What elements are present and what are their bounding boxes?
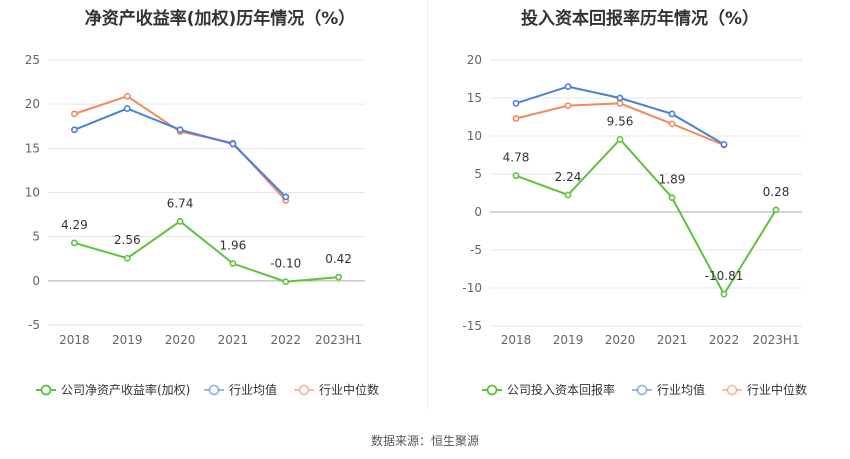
roic-data-point xyxy=(616,99,624,107)
roe-y-tick-label: 20 xyxy=(25,97,40,111)
roe-x-tick-label: 2021 xyxy=(218,333,249,347)
roic-x-tick-label: 2020 xyxy=(605,333,636,347)
roe-y-tick-label: 10 xyxy=(25,186,40,200)
roic-legend-marker-icon[interactable] xyxy=(486,384,498,396)
roe-data-point xyxy=(71,239,78,247)
roe-data-label: 1.96 xyxy=(220,239,247,253)
roic-x-tick-label: 2023H1 xyxy=(752,333,799,347)
roe-data-point xyxy=(282,278,290,286)
roe-x-tick-label: 2019 xyxy=(112,333,143,347)
roe-x-tick-label: 2020 xyxy=(165,333,196,347)
roe-x-tick-label: 2018 xyxy=(59,333,90,347)
roe-data-label: 0.42 xyxy=(325,252,352,266)
roic-data-point xyxy=(512,115,520,122)
roic-legend-marker-icon[interactable] xyxy=(636,384,648,396)
roe-legend-marker-icon[interactable] xyxy=(40,384,52,396)
roe-data-point xyxy=(282,193,290,201)
roe-data-label: 4.29 xyxy=(61,218,88,232)
roe-x-tick-label: 2023H1 xyxy=(315,333,362,347)
roic-data-point xyxy=(668,194,676,202)
roe-data-point xyxy=(123,254,131,262)
roic-data-label: -10.81 xyxy=(705,269,744,283)
roic-data-label: 0.28 xyxy=(763,185,790,199)
roic-legend-label[interactable]: 公司投入资本回报率 xyxy=(507,382,615,397)
roe-legend-marker-icon[interactable] xyxy=(208,384,220,396)
roe-y-tick-label: 25 xyxy=(25,53,40,67)
roic-data-point xyxy=(772,206,780,214)
roe-legend-label[interactable]: 行业均值 xyxy=(229,382,277,397)
roic-data-point xyxy=(564,102,572,109)
roe-y-tick-label: -5 xyxy=(28,318,40,332)
roic-data-point xyxy=(512,172,520,180)
roe-legend-label[interactable]: 行业中位数 xyxy=(319,382,379,397)
roic-data-point xyxy=(720,140,728,148)
roe-legend-label[interactable]: 公司净资产收益率(加权) xyxy=(61,382,190,397)
roe-data-point xyxy=(123,105,131,112)
roic-data-point xyxy=(564,191,572,199)
roe-data-label: -0.10 xyxy=(270,257,301,271)
roe-x-tick-label: 2022 xyxy=(270,333,301,347)
roic-y-tick-label: 5 xyxy=(474,167,482,181)
roe-data-point xyxy=(176,217,184,225)
chart-title-roic: 投入资本回报率历年情况（%） xyxy=(520,9,760,29)
roic-data-point xyxy=(564,83,572,90)
roe-data-point xyxy=(71,110,78,118)
roic-x-tick-label: 2019 xyxy=(553,333,584,347)
roic-y-tick-label: 10 xyxy=(467,129,482,143)
roe-data-point xyxy=(176,126,184,134)
roe-data-label: 6.74 xyxy=(167,196,194,210)
roe-data-point xyxy=(229,140,237,148)
roic-data-point xyxy=(616,94,624,102)
roic-data-label: 9.56 xyxy=(607,114,634,128)
roe-data-label: 2.56 xyxy=(114,233,141,247)
roic-series-line-0 xyxy=(515,137,777,297)
panel-divider xyxy=(427,0,428,410)
roic-data-label: 1.89 xyxy=(659,173,686,187)
roic-y-tick-label: -10 xyxy=(462,281,482,295)
roic-x-tick-label: 2021 xyxy=(657,333,688,347)
data-source-value: 恒生聚源 xyxy=(431,434,480,448)
roe-y-tick-label: 0 xyxy=(32,274,40,288)
roe-data-point xyxy=(123,92,131,100)
roe-y-tick-label: 5 xyxy=(32,230,40,244)
roe-legend-marker-icon[interactable] xyxy=(298,384,310,396)
roic-data-point xyxy=(512,99,520,107)
roe-series-line-0 xyxy=(74,220,339,283)
roic-data-point xyxy=(720,290,728,298)
roic-legend-marker-icon[interactable] xyxy=(726,384,738,396)
roic-x-tick-label: 2022 xyxy=(709,333,740,347)
roic-y-tick-label: -5 xyxy=(470,243,482,257)
data-source-label: 数据来源： xyxy=(370,434,431,448)
roe-y-tick-label: 15 xyxy=(25,141,40,155)
roic-legend-label[interactable]: 行业中位数 xyxy=(747,382,807,397)
roic-y-tick-label: 0 xyxy=(474,205,482,219)
roe-data-point xyxy=(229,260,237,267)
data-source: 数据来源：恒生聚源 xyxy=(0,432,850,449)
roic-data-label: 2.24 xyxy=(555,170,582,184)
roic-data-label: 4.78 xyxy=(503,151,530,165)
roic-x-tick-label: 2018 xyxy=(501,333,532,347)
roe-data-point xyxy=(71,126,78,134)
roe-data-point xyxy=(335,273,342,281)
roic-y-tick-label: -15 xyxy=(462,319,482,333)
roic-data-point xyxy=(616,135,624,143)
roic-legend-label[interactable]: 行业均值 xyxy=(657,382,705,397)
roic-data-point xyxy=(668,110,676,118)
roic-y-tick-label: 20 xyxy=(467,53,482,67)
roic-data-point xyxy=(668,120,676,128)
roic-y-tick-label: 15 xyxy=(467,91,482,105)
chart-title-roe: 净资产收益率(加权)历年情况（%） xyxy=(84,9,356,29)
